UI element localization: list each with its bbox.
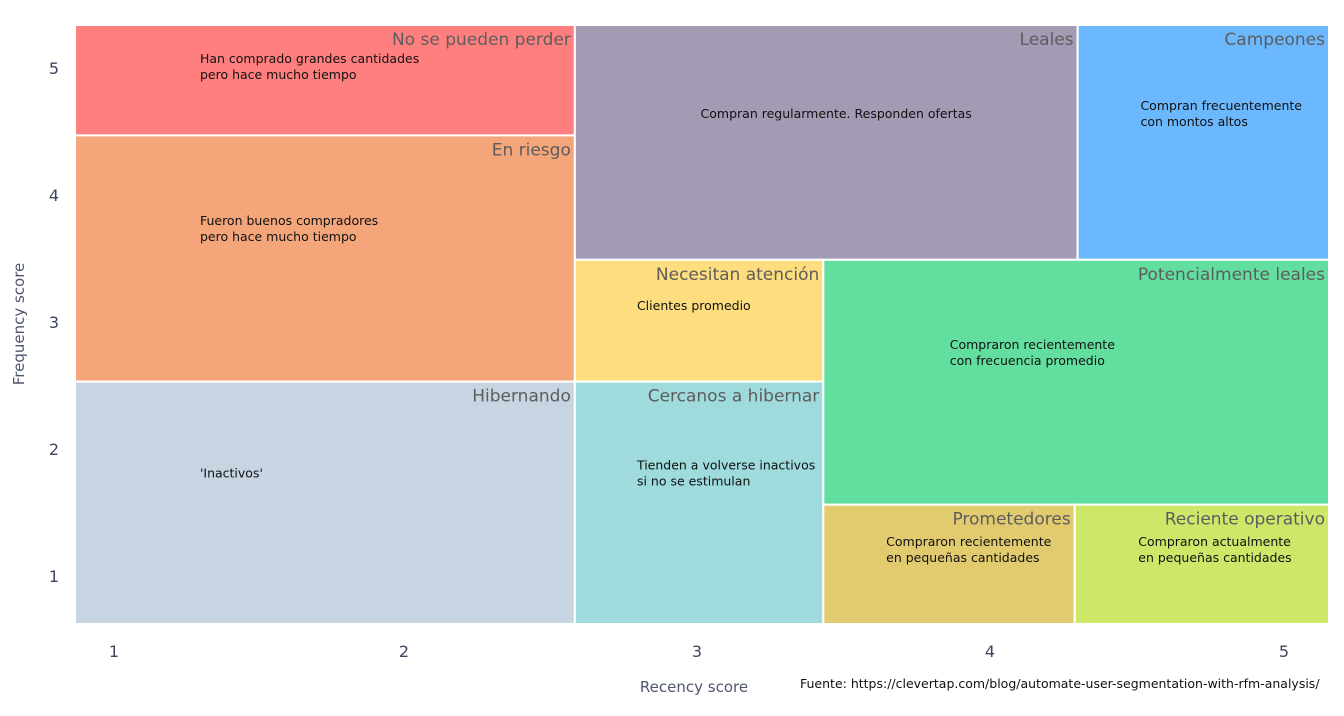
y-tick-label: 2 — [49, 440, 59, 459]
segment-desc-potencialmente-leales-line-1: Compraron recientemente — [950, 337, 1115, 352]
segment-desc-hibernando-line-1: 'Inactivos' — [200, 466, 263, 481]
segment-title-hibernando: Hibernando — [472, 387, 571, 407]
y-axis-title: Frequency score — [10, 263, 28, 386]
segment-desc-en-riesgo-line-1: Fueron buenos compradores — [200, 213, 378, 228]
y-tick-label: 3 — [49, 313, 59, 332]
segment-rect-cercanos-a-hibernar — [573, 380, 825, 626]
x-axis-title: Recency score — [640, 678, 748, 696]
segment-reciente-operativo: Reciente operativo Compraron actualmentee… — [1073, 503, 1330, 626]
segment-rect-campeones — [1076, 24, 1330, 261]
segment-title-prometedores: Prometedores — [952, 510, 1070, 530]
y-tick-label: 1 — [49, 567, 59, 586]
x-tick-label: 5 — [1279, 642, 1289, 661]
segment-desc-cercanos-a-hibernar-line-2: si no se estimulan — [637, 474, 750, 489]
segment-title-no-se-pueden-perder: No se pueden perder — [392, 30, 571, 50]
segment-title-reciente-operativo: Reciente operativo — [1165, 510, 1325, 530]
segment-desc-en-riesgo-line-2: pero hace mucho tiempo — [200, 229, 357, 244]
segment-hibernando: Hibernando 'Inactivos' — [74, 380, 576, 626]
segment-desc-prometedores-line-2: en pequeñas cantidades — [886, 550, 1039, 565]
segment-title-en-riesgo: En riesgo — [492, 140, 571, 160]
segment-title-necesitan-atencion: Necesitan atención — [656, 265, 819, 285]
y-tick-label: 4 — [49, 186, 59, 205]
segment-rect-leales — [573, 24, 1079, 261]
segment-desc-leales-line-1: Compran regularmente. Responden ofertas — [701, 106, 972, 121]
y-axis-ticks: 1 2 3 4 5 — [49, 59, 59, 586]
segment-desc-campeones-line-2: con montos altos — [1140, 114, 1247, 129]
x-tick-label: 1 — [109, 642, 119, 661]
segment-title-campeones: Campeones — [1224, 30, 1325, 50]
segment-rect-reciente-operativo — [1073, 503, 1330, 626]
segment-desc-prometedores-line-1: Compraron recientemente — [886, 534, 1051, 549]
segment-rect-necesitan-atencion — [573, 258, 825, 383]
segment-rect-en-riesgo — [74, 134, 576, 383]
segment-necesitan-atencion: Necesitan atención Clientes promedio — [573, 258, 825, 383]
segment-desc-reciente-operativo-line-2: en pequeñas cantidades — [1138, 550, 1291, 565]
x-axis-ticks: 1 2 3 4 5 — [109, 642, 1289, 661]
segment-title-cercanos-a-hibernar: Cercanos a hibernar — [648, 387, 820, 407]
source-note: Fuente: https://clevertap.com/blog/autom… — [800, 676, 1320, 691]
segment-rect-potencialmente-leales — [822, 258, 1330, 506]
segment-desc-no-se-pueden-perder-line-2: pero hace mucho tiempo — [200, 67, 357, 82]
segment-title-leales: Leales — [1020, 30, 1074, 50]
segment-leales: Leales Compran regularmente. Responden of… — [573, 24, 1079, 261]
segment-rect-prometedores — [822, 503, 1076, 626]
segment-rect-hibernando — [74, 380, 576, 626]
segment-desc-no-se-pueden-perder-line-1: Han comprado grandes cantidades — [200, 51, 419, 66]
segment-rect-no-se-pueden-perder — [74, 24, 576, 137]
segment-desc-campeones-line-1: Compran frecuentemente — [1140, 98, 1302, 113]
segment-potencialmente-leales: Potencialmente leales Compraron recientem… — [822, 258, 1330, 506]
x-tick-label: 3 — [692, 642, 702, 661]
segment-desc-necesitan-atencion-line-1: Clientes promedio — [637, 298, 751, 313]
x-tick-label: 4 — [985, 642, 995, 661]
y-tick-label: 5 — [49, 59, 59, 78]
segment-title-potencialmente-leales: Potencialmente leales — [1138, 265, 1325, 285]
segment-cercanos-a-hibernar: Cercanos a hibernar Tienden a volverse in… — [573, 380, 825, 626]
x-tick-label: 2 — [399, 642, 409, 661]
segment-desc-potencialmente-leales-line-2: con frecuencia promedio — [950, 353, 1105, 368]
segment-desc-cercanos-a-hibernar-line-1: Tienden a volverse inactivos — [636, 458, 815, 473]
segment-desc-reciente-operativo-line-1: Compraron actualmente — [1138, 534, 1291, 549]
